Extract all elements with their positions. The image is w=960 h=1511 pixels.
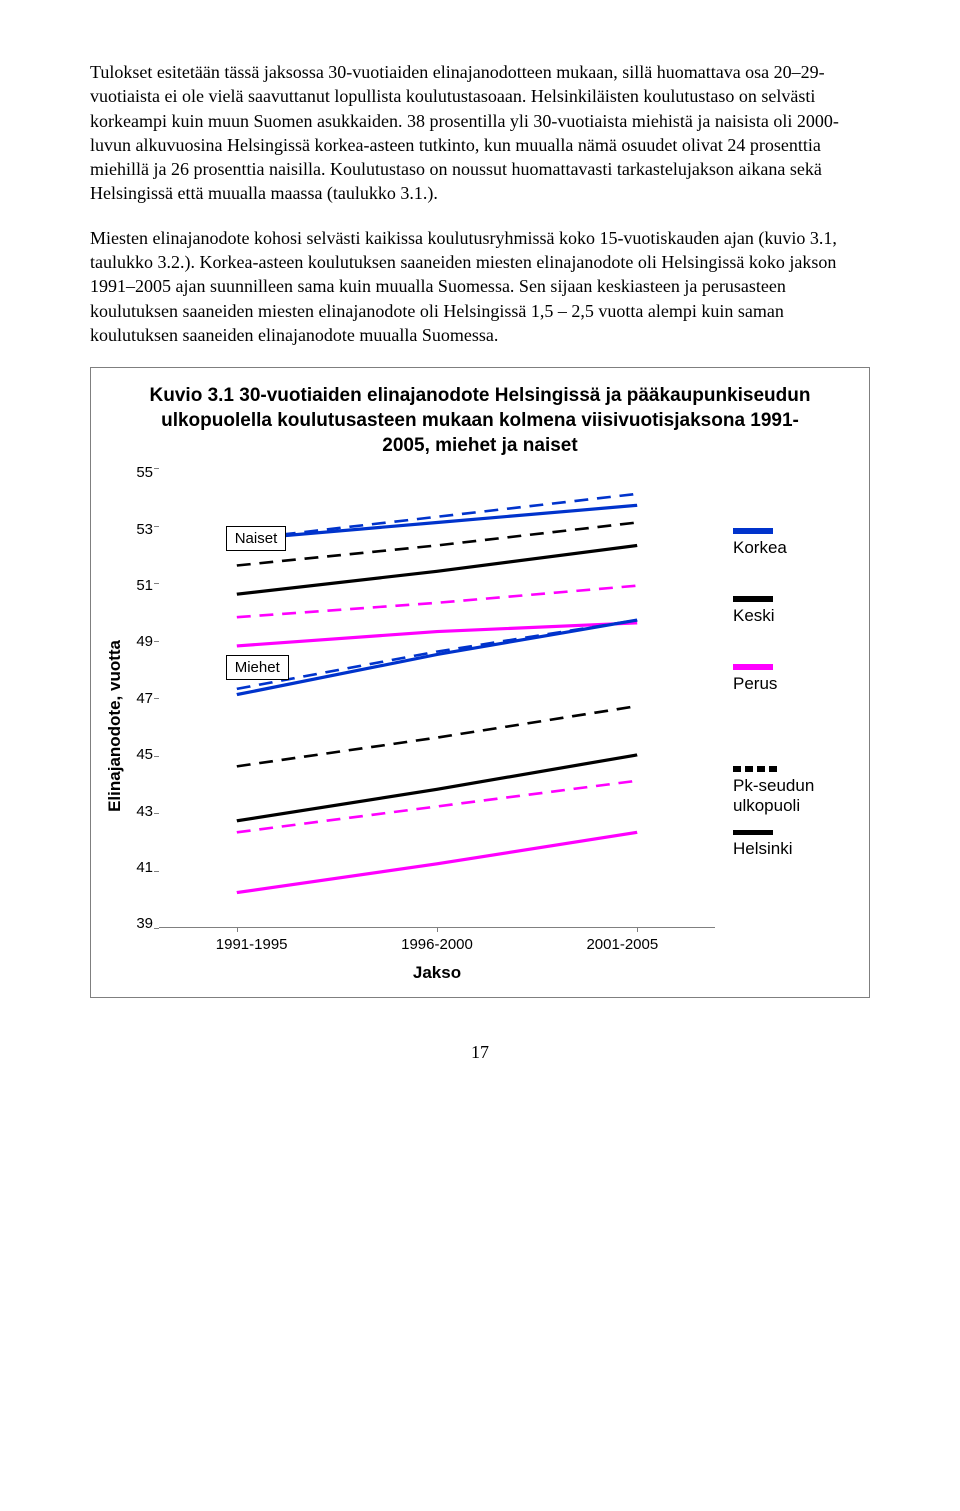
series-naiset-perus-ulko xyxy=(237,586,637,618)
plot-box: Naiset Miehet xyxy=(159,468,715,928)
x-tick-label: 1991-1995 xyxy=(159,936,344,953)
legend-korkea-swatch xyxy=(733,528,773,534)
y-tick-label: 39 xyxy=(136,915,153,932)
chart-title: Kuvio 3.1 30-vuotiaiden elinajanodote He… xyxy=(105,382,855,468)
legend-pk-ulko: Pk-seudun ulkopuoli xyxy=(733,766,855,816)
series-naiset-korkea-ulko xyxy=(237,494,637,540)
series-miehet-keski-ulko xyxy=(237,706,637,766)
series-miehet-perus-hki xyxy=(237,833,637,893)
legend-perus: Perus xyxy=(733,664,855,694)
paragraph-2: Miesten elinajanodote kohosi selvästi ka… xyxy=(90,226,870,347)
x-axis-label: Jakso xyxy=(159,953,715,983)
series-naiset-keski-hki xyxy=(237,546,637,595)
y-tick-label: 51 xyxy=(136,577,153,594)
legend-pk-ulko-swatch xyxy=(733,766,777,772)
y-axis-label: Elinajanodote, vuotta xyxy=(105,468,125,983)
legend-pk-ulko-label: Pk-seudun ulkopuoli xyxy=(733,776,855,816)
series-naiset-keski-ulko xyxy=(237,523,637,566)
chart-legend: Korkea Keski Perus Pk-seudun ulkopuoli xyxy=(715,468,855,983)
document-page: Tulokset esitetään tässä jaksossa 30-vuo… xyxy=(0,0,960,1103)
series-naiset-korkea-hki xyxy=(237,506,637,540)
legend-keski: Keski xyxy=(733,596,855,626)
y-tick-label: 45 xyxy=(136,746,153,763)
y-tick-label: 47 xyxy=(136,690,153,707)
x-tick-label: 2001-2005 xyxy=(530,936,715,953)
y-tick-label: 55 xyxy=(136,464,153,481)
legend-helsinki-swatch xyxy=(733,830,773,835)
y-axis: Elinajanodote, vuotta 555351494745434139 xyxy=(105,468,159,983)
annotation-miehet: Miehet xyxy=(226,655,289,680)
plot-column: Naiset Miehet 1991-19951996-20002001-200… xyxy=(159,468,715,983)
legend-korkea-label: Korkea xyxy=(733,538,855,558)
paragraph-1: Tulokset esitetään tässä jaksossa 30-vuo… xyxy=(90,60,870,206)
x-tick-label: 1996-2000 xyxy=(344,936,529,953)
legend-keski-label: Keski xyxy=(733,606,855,626)
y-tick-label: 41 xyxy=(136,859,153,876)
y-tick-label: 43 xyxy=(136,803,153,820)
chart-area: Elinajanodote, vuotta 555351494745434139… xyxy=(105,468,855,983)
legend-korkea: Korkea xyxy=(733,528,855,558)
legend-helsinki-label: Helsinki xyxy=(733,839,855,859)
y-tick-label: 49 xyxy=(136,633,153,650)
legend-keski-swatch xyxy=(733,596,773,602)
annotation-naiset: Naiset xyxy=(226,526,287,551)
chart-frame: Kuvio 3.1 30-vuotiaiden elinajanodote He… xyxy=(90,367,870,998)
legend-perus-label: Perus xyxy=(733,674,855,694)
y-tick-label: 53 xyxy=(136,521,153,538)
series-naiset-perus-hki xyxy=(237,623,637,646)
legend-perus-swatch xyxy=(733,664,773,670)
page-number: 17 xyxy=(90,1042,870,1063)
legend-helsinki: Helsinki xyxy=(733,830,855,859)
